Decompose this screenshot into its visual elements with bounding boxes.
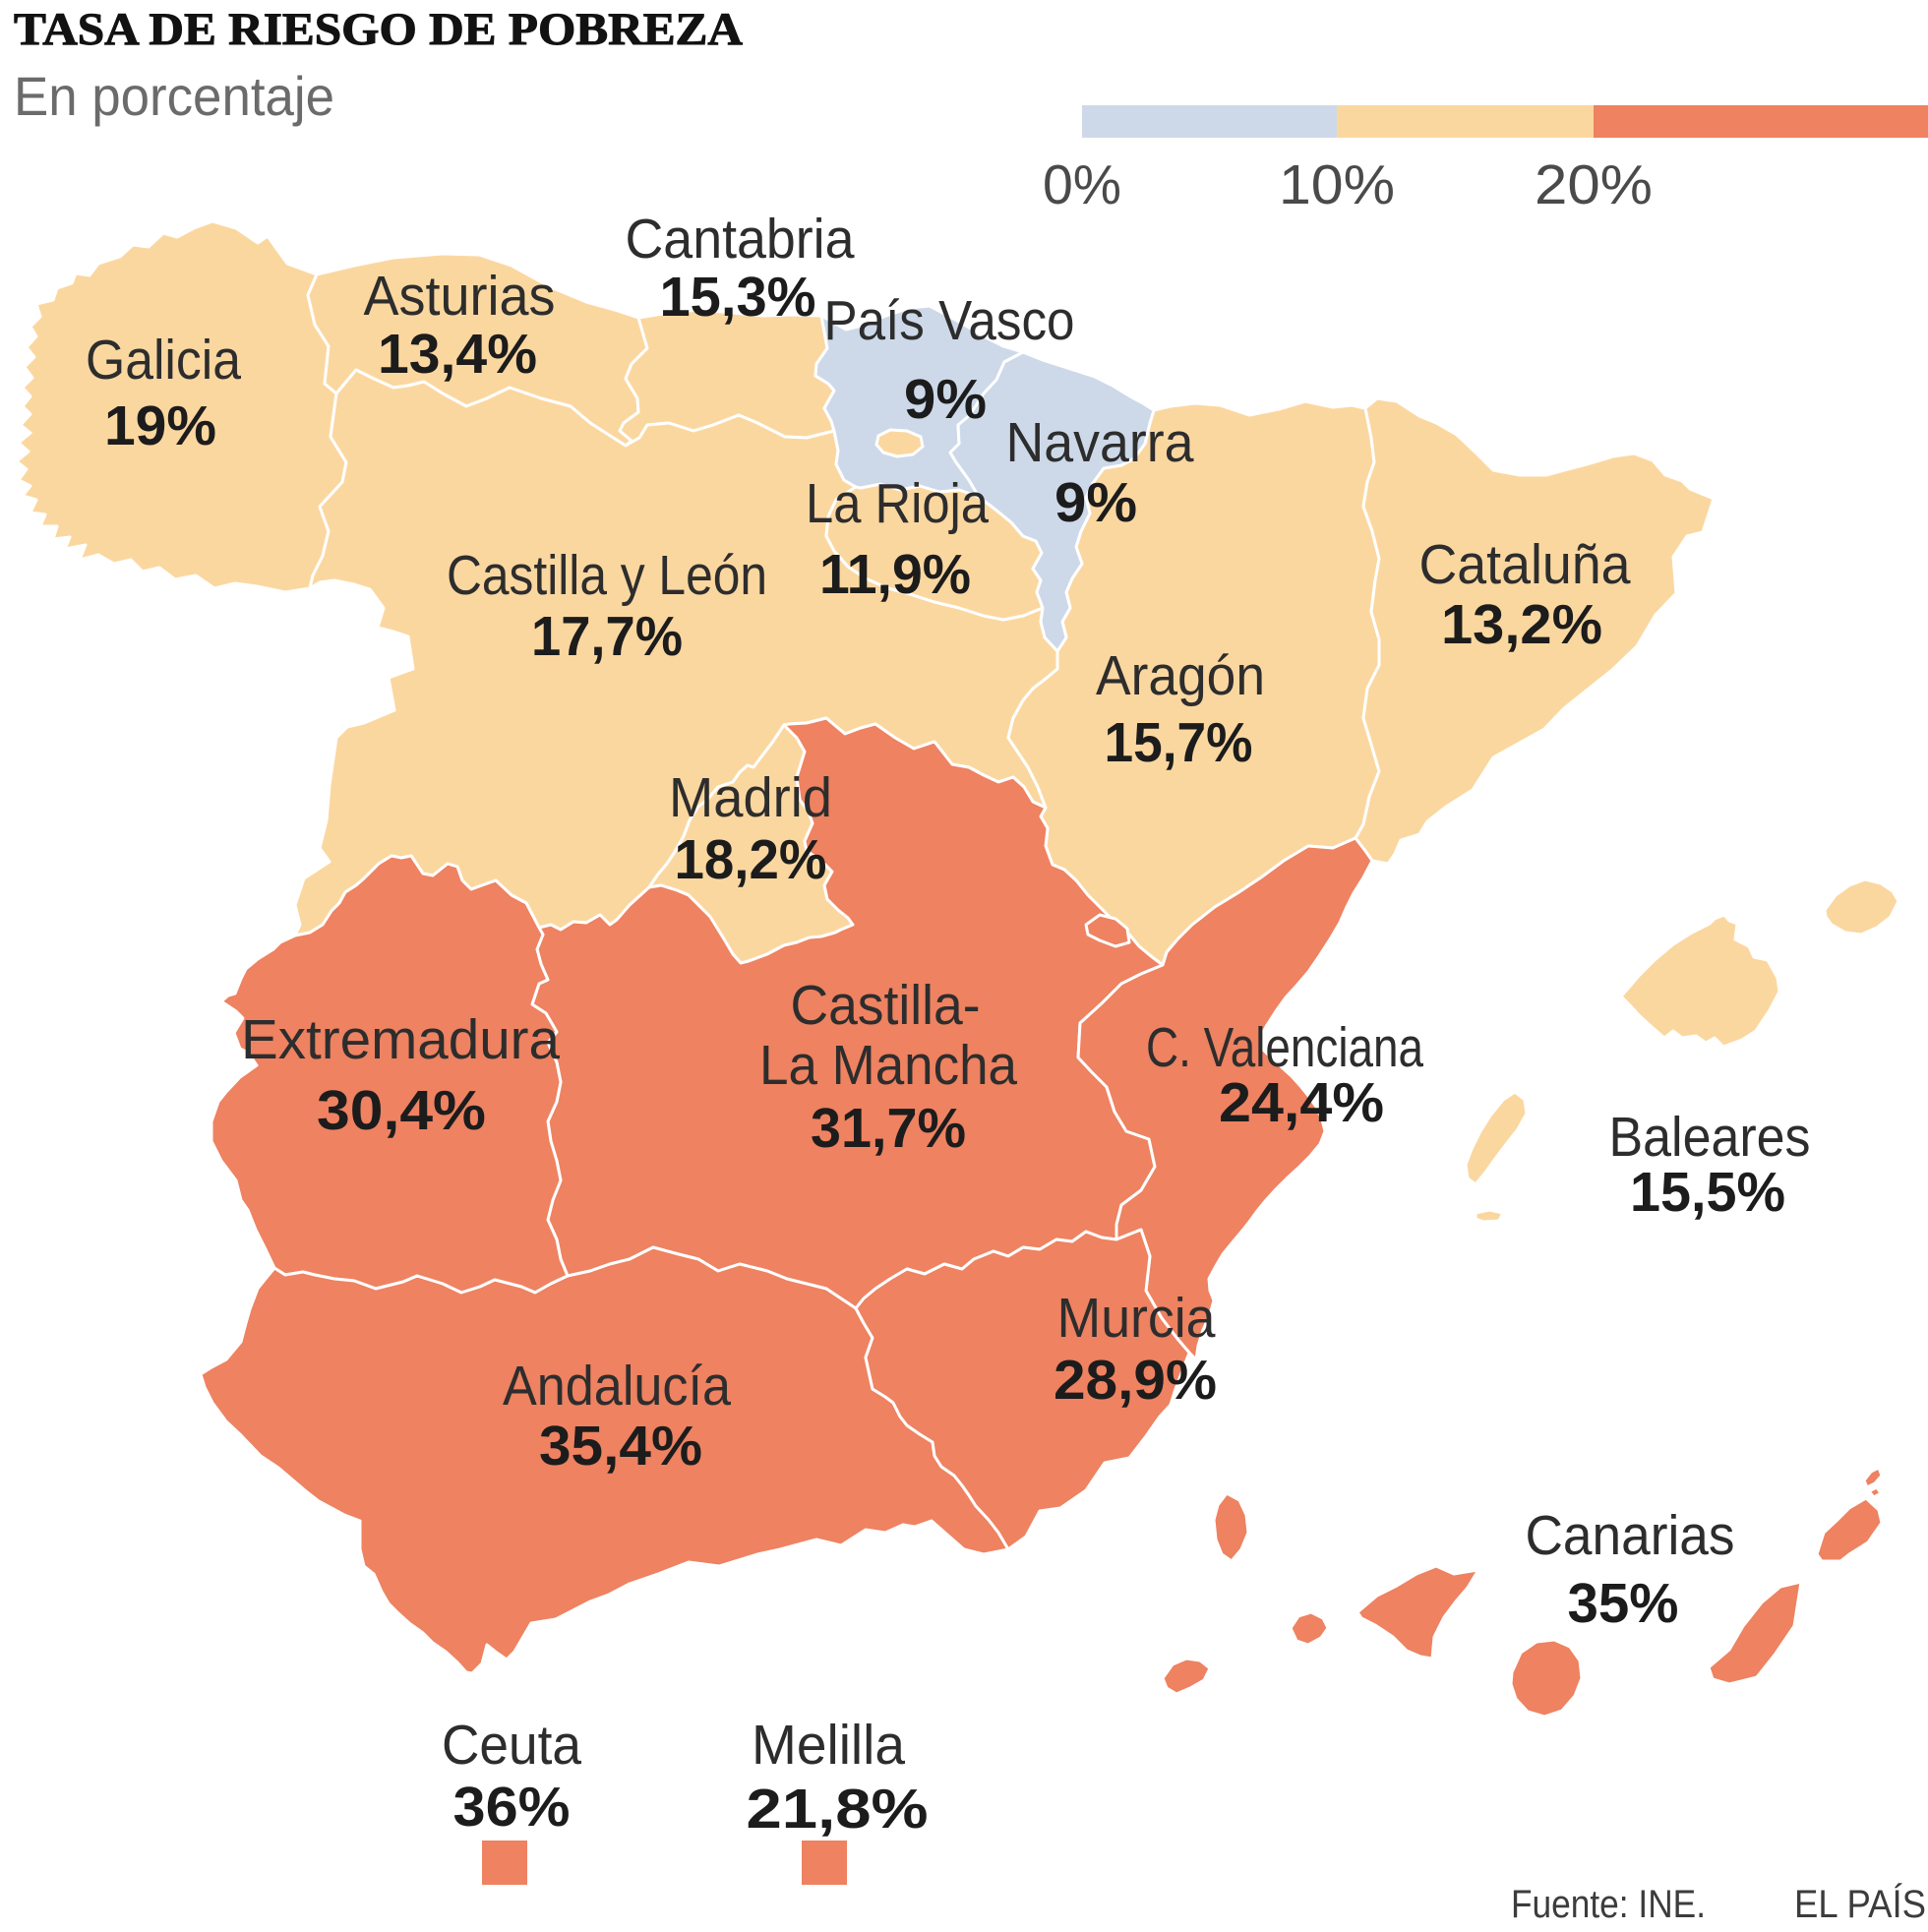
svg-text:País Vasco: País Vasco (824, 289, 1075, 352)
svg-text:36%: 36% (453, 1776, 571, 1839)
svg-text:28,9%: 28,9% (1054, 1349, 1217, 1412)
svg-text:Navarra: Navarra (1006, 411, 1194, 474)
svg-text:Cataluña: Cataluña (1419, 533, 1631, 596)
svg-text:Asturias: Asturias (364, 265, 556, 328)
svg-text:15,5%: 15,5% (1630, 1161, 1785, 1224)
svg-text:Andalucía: Andalucía (503, 1355, 731, 1418)
svg-text:Madrid: Madrid (669, 766, 832, 829)
svg-text:Fuente: INE.: Fuente: INE. (1511, 1883, 1706, 1926)
svg-text:Aragón: Aragón (1096, 644, 1265, 707)
svg-text:Ceuta: Ceuta (442, 1714, 581, 1777)
svg-text:Castilla y León: Castilla y León (447, 544, 767, 607)
svg-text:TASA DE RIESGO DE POBREZA: TASA DE RIESGO DE POBREZA (14, 4, 743, 55)
svg-text:9%: 9% (1054, 471, 1137, 534)
svg-text:30,4%: 30,4% (317, 1079, 486, 1142)
svg-text:Baleares: Baleares (1609, 1106, 1811, 1169)
svg-text:15,7%: 15,7% (1105, 711, 1253, 774)
svg-text:35,4%: 35,4% (539, 1415, 702, 1478)
svg-text:18,2%: 18,2% (675, 828, 827, 891)
svg-text:C. Valenciana: C. Valenciana (1146, 1016, 1423, 1079)
svg-text:21,8%: 21,8% (747, 1778, 929, 1841)
svg-text:En porcentaje: En porcentaje (14, 65, 334, 127)
svg-text:13,2%: 13,2% (1441, 593, 1602, 656)
svg-text:13,4%: 13,4% (378, 323, 537, 386)
svg-text:15,3%: 15,3% (660, 266, 816, 329)
svg-text:10%: 10% (1279, 153, 1395, 216)
svg-text:Castilla-: Castilla- (791, 974, 981, 1037)
svg-text:Canarias: Canarias (1526, 1504, 1735, 1567)
svg-text:La Mancha: La Mancha (759, 1034, 1017, 1097)
svg-text:17,7%: 17,7% (531, 605, 683, 668)
svg-text:0%: 0% (1043, 153, 1121, 216)
svg-text:Murcia: Murcia (1057, 1287, 1216, 1350)
svg-text:Cantabria: Cantabria (626, 208, 855, 271)
svg-text:9%: 9% (904, 368, 987, 431)
svg-text:Galicia: Galicia (86, 329, 241, 392)
svg-text:Melilla: Melilla (752, 1714, 905, 1777)
svg-text:Extremadura: Extremadura (241, 1008, 560, 1071)
svg-text:11,9%: 11,9% (819, 543, 971, 606)
svg-text:EL PAÍS: EL PAÍS (1794, 1882, 1926, 1926)
svg-text:La Rioja: La Rioja (806, 472, 989, 535)
svg-text:20%: 20% (1535, 153, 1653, 216)
svg-text:24,4%: 24,4% (1219, 1071, 1384, 1134)
svg-text:31,7%: 31,7% (811, 1097, 966, 1160)
svg-text:35%: 35% (1568, 1572, 1679, 1635)
svg-text:19%: 19% (104, 394, 216, 457)
